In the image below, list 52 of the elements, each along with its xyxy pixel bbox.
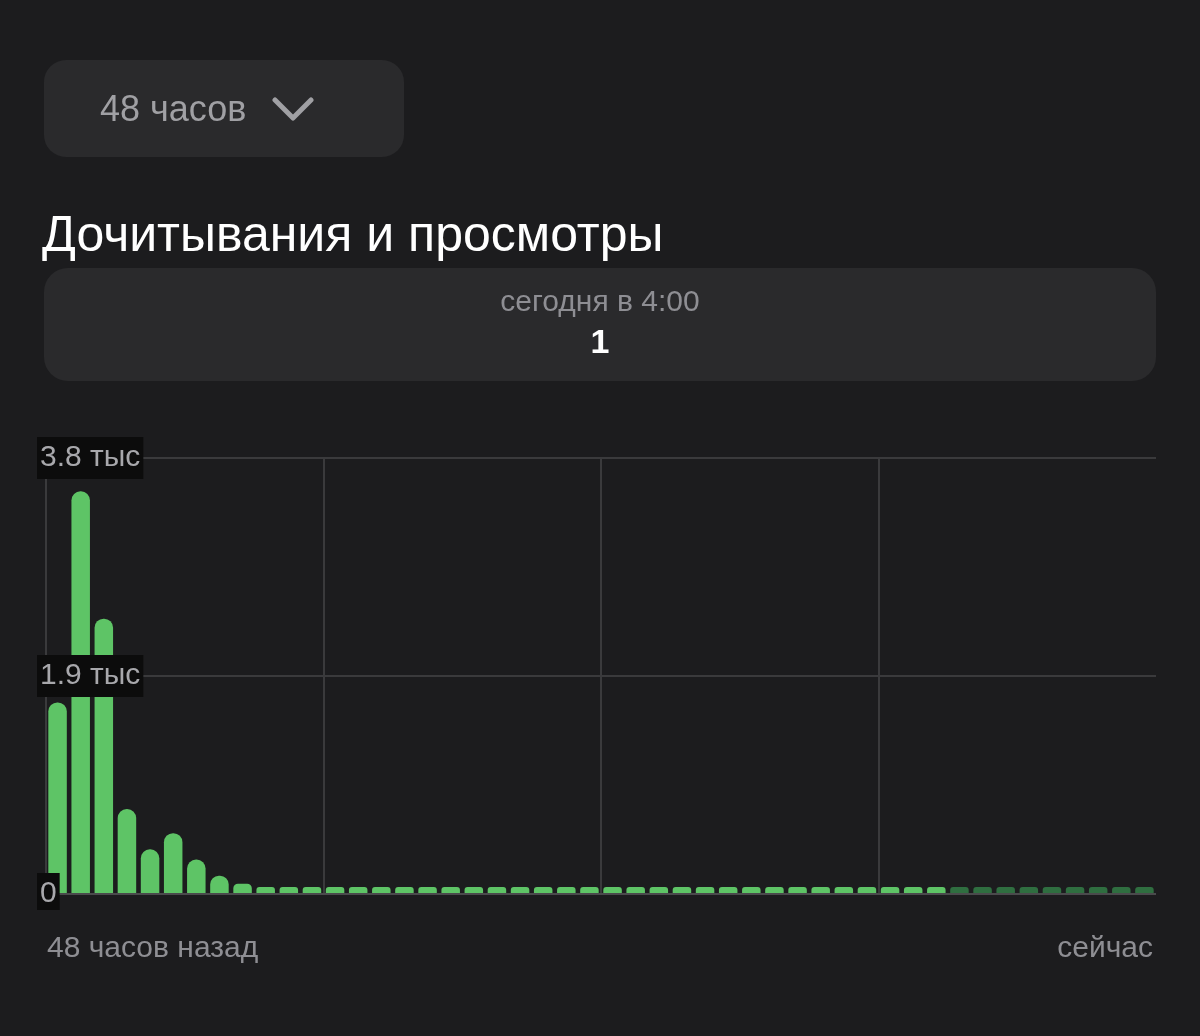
bar <box>302 887 322 893</box>
bar <box>163 833 183 893</box>
bar <box>580 887 599 893</box>
bar <box>603 887 622 893</box>
bar <box>1112 887 1131 893</box>
bar <box>695 887 715 893</box>
bar <box>765 887 784 893</box>
bar <box>187 859 206 893</box>
bar <box>1088 887 1108 893</box>
bar <box>880 887 900 893</box>
chart-title: Дочитывания и просмотры <box>42 205 664 263</box>
text: 1 <box>589 322 611 361</box>
bar <box>1042 887 1062 893</box>
bar <box>418 887 437 893</box>
text: 48 часов назад <box>47 930 259 964</box>
bar <box>626 887 645 893</box>
bar <box>348 887 368 893</box>
bar <box>718 887 738 893</box>
bar <box>533 887 553 893</box>
bar <box>950 887 969 893</box>
bar <box>1135 887 1154 893</box>
bar <box>372 887 391 893</box>
y-tick-label: 0 <box>40 875 57 909</box>
y-tick-label: 3.8 тыс <box>40 439 141 473</box>
bar <box>788 887 807 893</box>
bar <box>557 887 576 893</box>
bar <box>672 887 692 893</box>
bar <box>140 849 160 893</box>
bar <box>117 809 137 893</box>
bar <box>325 887 345 893</box>
bar <box>1065 887 1085 893</box>
text: сейчас <box>1057 930 1153 964</box>
bar <box>811 887 830 893</box>
bar <box>510 887 530 893</box>
bar <box>279 887 299 893</box>
text: сегодня в 4:00 <box>499 284 701 318</box>
bar <box>927 887 946 893</box>
bar <box>649 887 669 893</box>
bar <box>742 887 761 893</box>
bar <box>441 887 460 893</box>
bar <box>1019 887 1039 893</box>
bar <box>487 887 507 893</box>
bar <box>857 887 877 893</box>
bar <box>256 887 275 893</box>
bar <box>973 887 992 893</box>
bar <box>903 887 923 893</box>
y-tick-label: 1.9 тыс <box>40 657 141 691</box>
text: 48 часов <box>100 87 247 130</box>
bar <box>834 887 854 893</box>
bar <box>996 887 1015 893</box>
bar <box>464 887 484 893</box>
bar <box>395 887 414 893</box>
